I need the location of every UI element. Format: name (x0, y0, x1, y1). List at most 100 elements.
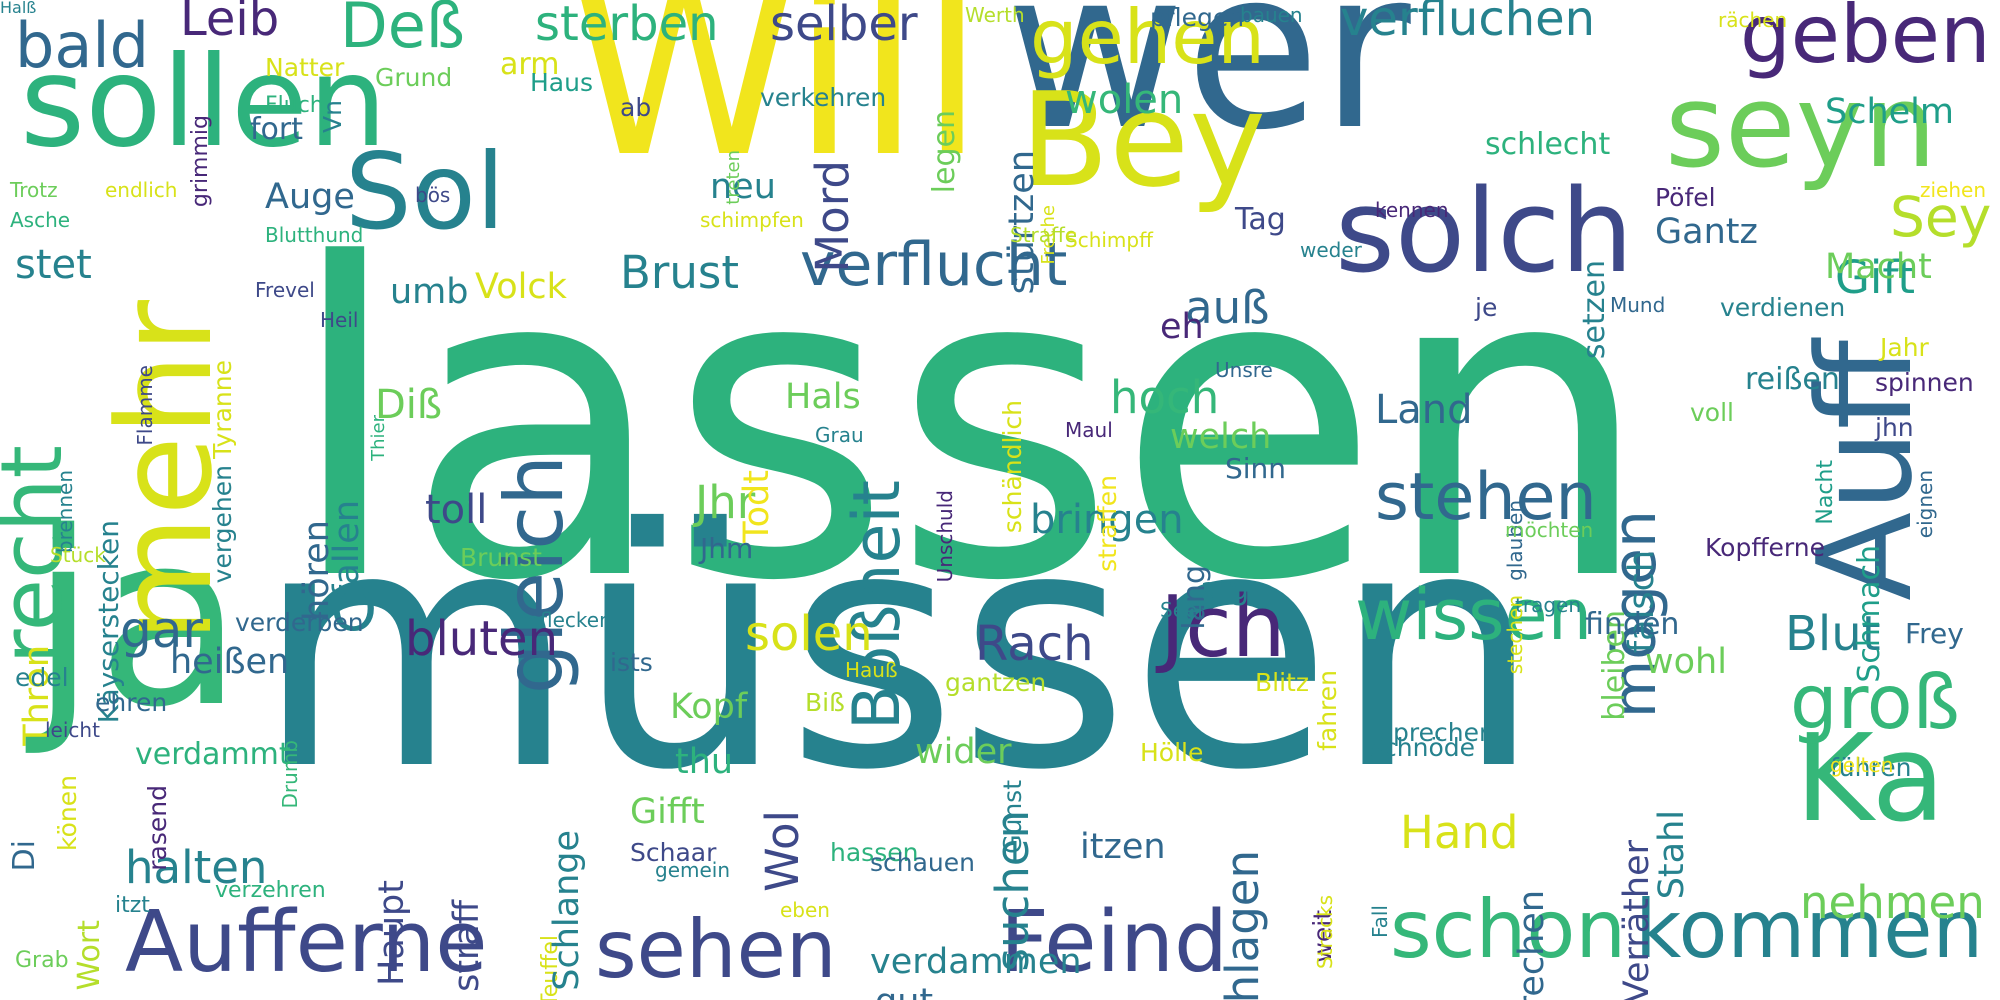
word-108: Gifft (630, 792, 705, 832)
word-51: schlagen (1216, 850, 1269, 1000)
word-172: verdienen (1720, 293, 1846, 322)
word-143: verderben (235, 608, 364, 637)
word-56: wolen (1065, 77, 1184, 123)
word-13: schon (1390, 883, 1627, 976)
word-166: rächen (1718, 8, 1788, 32)
word-67: wider (915, 732, 1012, 772)
word-105: Wort (72, 920, 107, 991)
word-30: Sey (1890, 185, 1992, 249)
word-65: Kopf (670, 687, 748, 727)
word-32: verfluchen (1340, 0, 1596, 47)
word-95: verdammt (135, 737, 291, 772)
word-147: leicht (45, 718, 100, 742)
word-107: gut (875, 985, 933, 1000)
word-102: Verräther (1617, 840, 1657, 1000)
word-135: Frevel (255, 278, 315, 302)
word-2: wer (1005, 0, 1411, 178)
word-176: jhn (1875, 413, 1914, 442)
word-34: selber (770, 0, 918, 52)
word-54: bringen (1030, 497, 1184, 543)
word-49: Hand (1400, 806, 1519, 859)
word-196: Stracks (1313, 895, 1337, 970)
word-188: fahren (1313, 670, 1342, 751)
word-118: Brunst (460, 543, 542, 572)
word-110: Biß (805, 688, 845, 717)
word-183: möchten (1505, 518, 1594, 542)
word-154: Fluch (265, 93, 324, 118)
word-112: ists (610, 648, 653, 677)
word-146: ehren (95, 688, 168, 717)
word-80: Tag (1235, 202, 1286, 237)
word-11: Sol (345, 131, 506, 253)
word-155: Natter (265, 53, 345, 82)
word-59: Diß (375, 382, 443, 428)
word-187: sprechen (1380, 718, 1495, 747)
word-8: seyn (1665, 60, 1937, 194)
word-66: thu (675, 742, 734, 782)
word-14: kommen (1635, 883, 1984, 976)
word-145: edel (15, 663, 69, 692)
word-134: Blutthund (265, 223, 364, 247)
word-43: Brust (620, 246, 739, 299)
word-63: wohl (1645, 642, 1727, 682)
word-144: beflecken (515, 608, 612, 632)
word-185: Blitz (1255, 668, 1309, 697)
word-117: Kopfferne (1705, 533, 1825, 562)
word-55: toll (425, 487, 488, 533)
word-109: hassen (830, 838, 919, 867)
word-116: Hölle (1140, 738, 1204, 767)
word-25: groß (1790, 658, 1960, 746)
word-92: hören (297, 520, 337, 621)
word-42: Mord (806, 160, 859, 273)
word-52: Jhr (695, 476, 756, 529)
word-148: Drumb (278, 740, 302, 809)
word-126: treten (723, 150, 744, 205)
word-186: schnöde (1370, 733, 1476, 762)
word-149: könen (53, 775, 82, 851)
word-1: müssen (255, 458, 1542, 842)
word-83: reißen (1745, 362, 1840, 397)
word-104: führen (1830, 753, 1912, 782)
word-35: Leib (180, 0, 280, 47)
word-86: arg (1200, 572, 1250, 607)
word-3: Will (570, 0, 985, 208)
word-130: bös (415, 183, 451, 207)
word-158: Grund (375, 63, 453, 92)
word-167: schlecht (1485, 127, 1611, 162)
word-72: neu (710, 167, 776, 207)
word-5: sollen (20, 30, 388, 175)
word-47: halten (125, 841, 268, 894)
word-169: ziehen (1920, 178, 1987, 202)
word-37: gar (120, 601, 203, 659)
word-153: Grab (15, 948, 69, 973)
word-62: Hals (785, 377, 861, 417)
word-24: wissen (1355, 574, 1593, 656)
word-156: arm (500, 47, 560, 82)
word-192: Schaar (630, 838, 717, 867)
word-17: sehen (595, 903, 837, 996)
word-77: legen (927, 110, 962, 194)
word-168: Pöfel (1655, 183, 1716, 212)
word-141: vergehen (208, 465, 237, 584)
word-121: Maul (1065, 418, 1113, 442)
word-120: Unschuld (933, 490, 957, 583)
word-138: Flamme (133, 365, 157, 446)
word-97: Haupt (372, 880, 412, 986)
word-193: gemein (655, 858, 731, 882)
word-160: Vn (318, 100, 347, 133)
word-64: heißen (170, 642, 290, 682)
word-119: Grau (815, 423, 864, 447)
word-33: sterben (535, 0, 719, 52)
word-127: Straffe (1010, 223, 1078, 247)
word-129: schimpfen (700, 208, 804, 232)
word-38: bluten (405, 611, 558, 667)
word-140: brennen (53, 470, 77, 554)
word-76: setzen (1577, 260, 1612, 360)
word-71: Schelm (1825, 92, 1954, 132)
word-4: ja (30, 480, 244, 760)
word-84: Sinn (1225, 452, 1287, 485)
word-136: Heil (320, 308, 359, 332)
word-96: Di (7, 840, 42, 872)
word-133: Asche (10, 208, 71, 232)
word-53: Wol (756, 810, 809, 892)
